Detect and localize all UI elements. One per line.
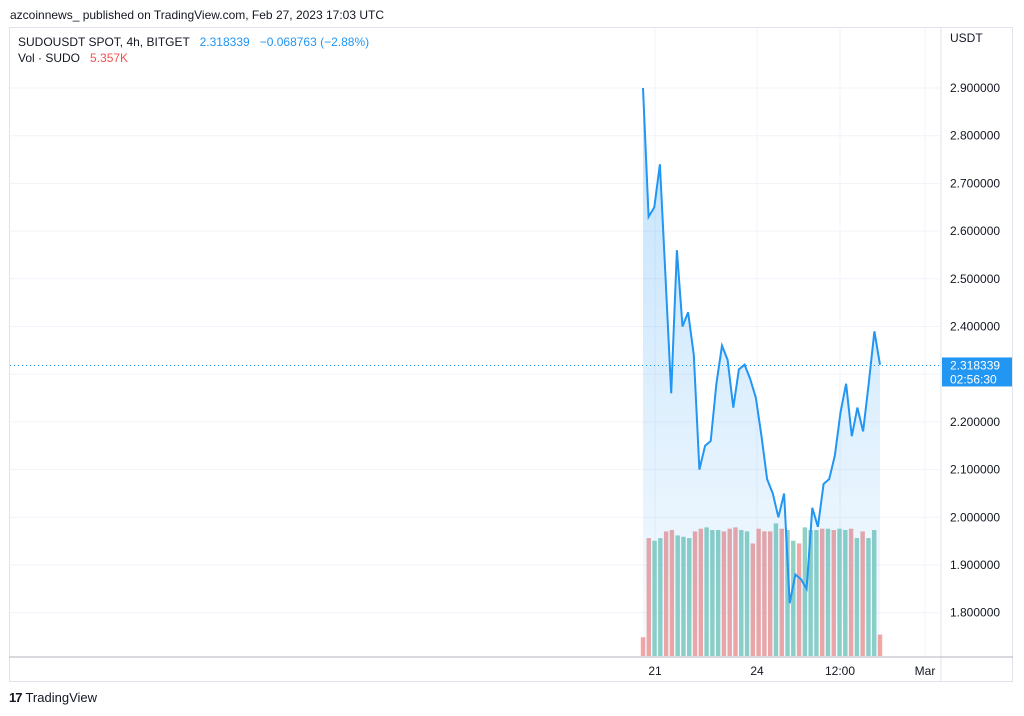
chart-frame[interactable] [9, 27, 1013, 682]
y-tick-label: 2.700000 [950, 176, 1000, 190]
y-tick-label: 1.800000 [950, 606, 1000, 620]
x-tick-label: 12:00 [825, 664, 855, 678]
y-tick-label: 2.000000 [950, 510, 1000, 524]
y-tick-label: 2.500000 [950, 272, 1000, 286]
price-axis: USDT 2.900000 2.800000 2.700000 2.600000 2.50… [942, 31, 1012, 620]
y-tick-label: 2.400000 [950, 320, 1000, 334]
price-line [10, 87, 941, 604]
x-tick-label: 21 [648, 664, 662, 678]
last-price-tag [942, 357, 1012, 387]
y-tick-label: 2.200000 [950, 415, 1000, 429]
x-tick-label: 24 [750, 664, 764, 678]
volume-label[interactable]: Vol · SUDO [18, 51, 81, 65]
y-tick-label: 2.800000 [950, 129, 1000, 143]
volume-value: 5.357K [90, 51, 129, 65]
price-area-fill [643, 88, 880, 656]
price-area [643, 88, 880, 656]
axis-unit-label: USDT [950, 31, 983, 45]
x-tick-label: Mar [915, 664, 936, 678]
last-price-tag-value: 2.318339 [950, 358, 1000, 372]
y-tick-label: 2.600000 [950, 224, 1000, 238]
tradingview-logo-icon: 17 [9, 690, 23, 705]
symbol-label[interactable]: SUDOUSDT SPOT, 4h, BITGET [18, 35, 190, 49]
y-tick-label: 2.100000 [950, 463, 1000, 477]
y-tick-label: 2.900000 [950, 81, 1000, 95]
time-axis: 21 24 12:00 Mar [648, 664, 935, 678]
chart-legend: SUDOUSDT SPOT, 4h, BITGET 2.318339 −0.06… [18, 34, 369, 66]
price-change: −0.068763 (−2.88%) [259, 35, 370, 49]
y-tick-label: 1.900000 [950, 558, 1000, 572]
price-series-line [642, 87, 881, 604]
tradingview-footer[interactable]: 17 TradingView [9, 690, 97, 705]
bar-countdown: 02:56:30 [950, 372, 997, 386]
brand-name: TradingView [25, 690, 98, 705]
publish-info: azcoinnews_ published on TradingView.com… [10, 8, 385, 22]
last-price: 2.318339 [199, 35, 250, 49]
